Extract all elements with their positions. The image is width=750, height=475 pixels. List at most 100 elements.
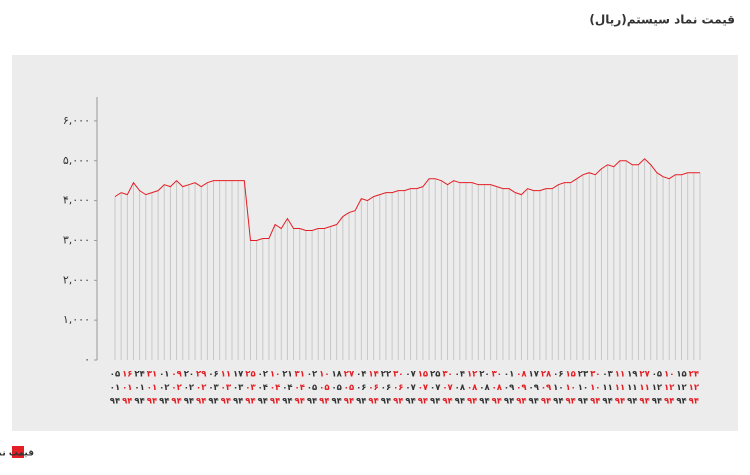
x-tick-label: ۹۴ xyxy=(122,397,132,407)
x-tick-label: ۹۴ xyxy=(233,397,243,407)
x-tick-label: ۰۹ xyxy=(171,370,182,380)
x-tick-label: ۱۵ xyxy=(676,370,686,380)
x-tick-label: ۲۷ xyxy=(344,370,355,380)
x-tick-label: ۱۱ xyxy=(627,383,637,393)
x-tick-label: ۹۴ xyxy=(393,397,403,407)
x-tick-label: ۱۱ xyxy=(221,370,231,380)
x-tick-label: ۱۵ xyxy=(418,370,428,380)
x-tick-label: ۱۱ xyxy=(615,370,625,380)
x-tick-label: ۹۴ xyxy=(504,397,514,407)
x-tick-label: ۱۷ xyxy=(529,370,540,380)
x-tick-label: ۰۸ xyxy=(492,383,503,393)
x-tick-label: ۹۴ xyxy=(344,397,354,407)
x-tick-label: ۲۴ xyxy=(134,370,144,380)
x-tick-label: ۹۴ xyxy=(541,397,551,407)
x-tick-label: ۱۲ xyxy=(689,383,700,393)
x-tick-label: ۹۴ xyxy=(455,397,465,407)
x-tick-label: ۱۰ xyxy=(565,383,575,393)
x-tick-label: ۰۶ xyxy=(381,383,391,393)
x-tick-label: ۹۴ xyxy=(590,397,600,407)
x-tick-label: ۳۰ xyxy=(442,370,452,380)
x-tick-label: ۰۵ xyxy=(319,383,329,393)
y-tick-label: ۵,۰۰۰ xyxy=(63,154,90,167)
x-tick-label: ۰۱ xyxy=(134,383,144,393)
y-tick-label: ۰ xyxy=(84,353,90,366)
x-tick-label: ۹۴ xyxy=(442,397,452,407)
line xyxy=(114,158,700,241)
x-tick-label: ۰۷ xyxy=(430,383,441,393)
x-tick-label: ۹۴ xyxy=(578,397,588,407)
x-tick-label: ۹۴ xyxy=(676,397,686,407)
x-tick-label: ۰۸ xyxy=(467,383,478,393)
y-tick-label: ۶,۰۰۰ xyxy=(63,114,90,127)
x-tick-label: ۱۰ xyxy=(590,383,600,393)
x-tick-label: ۲۷ xyxy=(639,370,650,380)
x-tick-label: ۹۴ xyxy=(627,397,637,407)
x-tick-label: ۲۵ xyxy=(430,370,440,380)
x-tick-label: ۹۴ xyxy=(529,397,539,407)
x-tick-label: ۹۴ xyxy=(381,397,391,407)
x-tick-label: ۹۴ xyxy=(664,397,674,407)
y-tick-label: ۲,۰۰۰ xyxy=(63,273,90,286)
x-tick-label: ۹۴ xyxy=(258,397,268,407)
x-tick-label: ۰۳ xyxy=(221,383,232,393)
x-tick-label: ۰۲ xyxy=(171,383,182,393)
x-tick-label: ۹۴ xyxy=(196,397,206,407)
x-tick-label: ۲۲ xyxy=(381,370,392,380)
x-tick-label: ۰۳ xyxy=(208,383,219,393)
x-tick-label: ۰۴ xyxy=(282,383,292,393)
x-tick-label: ۹۴ xyxy=(689,397,699,407)
x-tick-label: ۹۴ xyxy=(270,397,280,407)
x-tick-label: ۱۰ xyxy=(578,383,588,393)
x-tick-label: ۰۱ xyxy=(122,383,132,393)
x-tick-label: ۹۴ xyxy=(418,397,428,407)
x-tick-label: ۹۴ xyxy=(516,397,526,407)
x-tick-label: ۹۴ xyxy=(159,397,169,407)
x-tick-label: ۹۴ xyxy=(356,397,366,407)
x-tick-label: ۲۰ xyxy=(184,370,194,380)
x-tick-label: ۰۶ xyxy=(553,370,563,380)
x-tick-label: ۹۴ xyxy=(221,397,231,407)
x-tick-label: ۰۶ xyxy=(356,383,366,393)
x-tick-label: ۰۳ xyxy=(245,383,256,393)
x-tick-label: ۱۹ xyxy=(627,370,638,380)
x-tick-label: ۱۲ xyxy=(652,383,663,393)
x-tick-label: ۰۵ xyxy=(331,383,341,393)
x-tick-label: ۱۱ xyxy=(615,383,625,393)
y-tick-label: ۴,۰۰۰ xyxy=(63,194,90,207)
x-tick-label: ۰۲ xyxy=(307,370,318,380)
x-tick-label: ۰۶ xyxy=(208,370,218,380)
x-tick-label: ۹۴ xyxy=(467,397,477,407)
x-tick-label: ۰۲ xyxy=(196,383,207,393)
chart-title: قیمت نماد سیستم(ریال) xyxy=(589,13,735,27)
x-tick-label: ۰۱ xyxy=(110,383,120,393)
x-tick-label: ۹۴ xyxy=(565,397,575,407)
x-tick-label: ۰۶ xyxy=(368,383,378,393)
x-tick-label: ۱۰ xyxy=(319,370,329,380)
x-tick-label: ۹۴ xyxy=(282,397,292,407)
x-tick-label: ۳۰ xyxy=(590,370,600,380)
x-tick-label: ۱۰ xyxy=(270,370,280,380)
legend-swatch xyxy=(12,446,24,458)
x-tick-label: ۳۱ xyxy=(295,370,305,380)
x-tick-label: ۲۱ xyxy=(282,370,292,380)
x-tick-label: ۰۷ xyxy=(442,383,453,393)
x-tick-label: ۰۵ xyxy=(344,383,354,393)
x-tick-label: ۱۷ xyxy=(233,370,244,380)
x-tick-label: ۰۴ xyxy=(258,383,268,393)
x-tick-label: ۲۸ xyxy=(541,370,552,380)
x-tick-label: ۱۶ xyxy=(122,370,132,380)
y-tick-label: ۳,۰۰۰ xyxy=(63,233,90,246)
x-tick-label: ۹۴ xyxy=(430,397,440,407)
x-tick-label: ۹۴ xyxy=(479,397,489,407)
x-tick-label: ۹۴ xyxy=(147,397,157,407)
x-tick-label: ۱۲ xyxy=(676,383,687,393)
x-tick-label: ۹۴ xyxy=(652,397,662,407)
x-tick-label: ۹۴ xyxy=(331,397,341,407)
x-tick-label: ۲۰ xyxy=(479,370,489,380)
x-tick-label: ۰۸ xyxy=(479,383,490,393)
x-tick-label: ۹۴ xyxy=(184,397,194,407)
x-tick-label: ۹۴ xyxy=(208,397,218,407)
x-tick-label: ۱۱ xyxy=(639,383,649,393)
x-tick-label: ۳۱ xyxy=(147,370,157,380)
